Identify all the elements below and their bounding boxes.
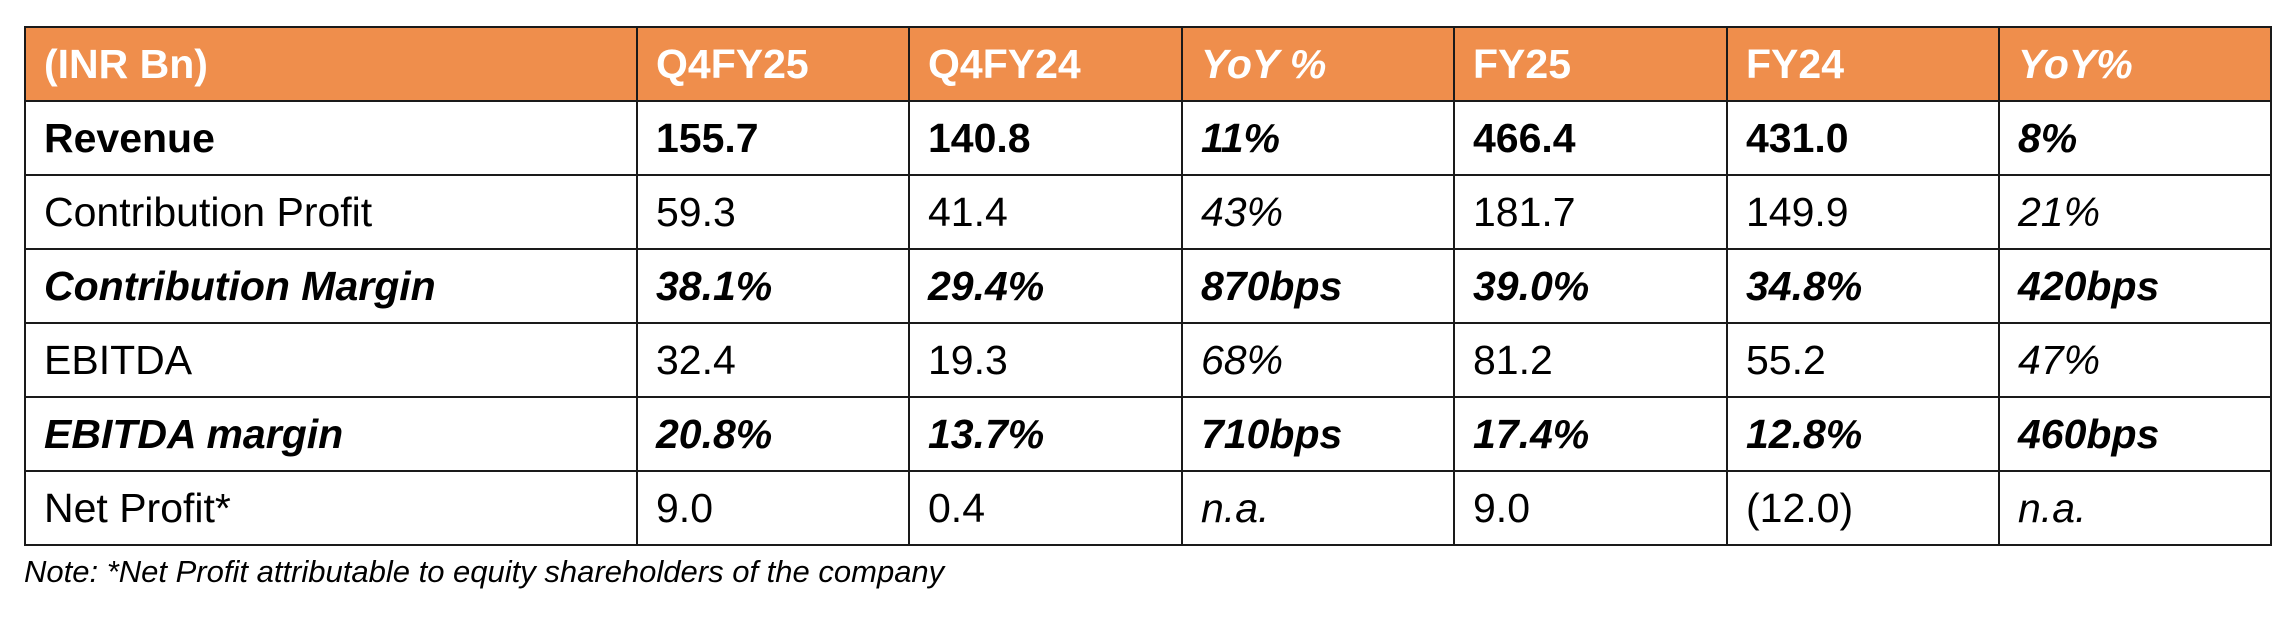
table-row-net-profit: Net Profit* 9.0 0.4 n.a. 9.0 (12.0) n.a. xyxy=(24,470,2272,546)
table-cell: 181.7 xyxy=(1453,174,1728,250)
table-cell: 420bps xyxy=(1998,248,2272,324)
header-row: (INR Bn) Q4FY25 Q4FY24 YoY % FY25 FY24 Y… xyxy=(24,26,2272,102)
table-cell: 12.8% xyxy=(1726,396,2000,472)
financial-summary: (INR Bn) Q4FY25 Q4FY24 YoY % FY25 FY24 Y… xyxy=(24,26,2272,590)
table-row-contribution-profit: Contribution Profit 59.3 41.4 43% 181.7 … xyxy=(24,174,2272,250)
table-cell: 466.4 xyxy=(1453,100,1728,176)
header-cell-yoy-quarter: YoY % xyxy=(1181,26,1455,102)
footnote: Note: *Net Profit attributable to equity… xyxy=(24,554,945,589)
table-cell: (12.0) xyxy=(1726,470,2000,546)
table-cell: 17.4% xyxy=(1453,396,1728,472)
header-cell-q4fy24: Q4FY24 xyxy=(908,26,1183,102)
table-cell: 34.8% xyxy=(1726,248,2000,324)
table-cell: 21% xyxy=(1998,174,2272,250)
header-cell-fy24: FY24 xyxy=(1726,26,2000,102)
table-cell: 870bps xyxy=(1181,248,1455,324)
table-cell: 29.4% xyxy=(908,248,1183,324)
table-cell: 68% xyxy=(1181,322,1455,398)
table-cell: 32.4 xyxy=(636,322,910,398)
table-cell: 11% xyxy=(1181,100,1455,176)
table-cell: 38.1% xyxy=(636,248,910,324)
table-cell: 47% xyxy=(1998,322,2272,398)
row-label: Revenue xyxy=(24,100,638,176)
table-cell: 81.2 xyxy=(1453,322,1728,398)
table-row-revenue: Revenue 155.7 140.8 11% 466.4 431.0 8% xyxy=(24,100,2272,176)
row-label: Net Profit* xyxy=(24,470,638,546)
header-cell-unit: (INR Bn) xyxy=(24,26,638,102)
table-cell: 710bps xyxy=(1181,396,1455,472)
row-label: EBITDA xyxy=(24,322,638,398)
header-cell-q4fy25: Q4FY25 xyxy=(636,26,910,102)
table-cell: 39.0% xyxy=(1453,248,1728,324)
table-cell: 59.3 xyxy=(636,174,910,250)
table-cell: 431.0 xyxy=(1726,100,2000,176)
table-cell: 460bps xyxy=(1998,396,2272,472)
table-row-contribution-margin: Contribution Margin 38.1% 29.4% 870bps 3… xyxy=(24,248,2272,324)
row-label: EBITDA margin xyxy=(24,396,638,472)
table-cell: 19.3 xyxy=(908,322,1183,398)
table-cell: 41.4 xyxy=(908,174,1183,250)
header-cell-fy25: FY25 xyxy=(1453,26,1728,102)
table-cell: 155.7 xyxy=(636,100,910,176)
table-cell: 149.9 xyxy=(1726,174,2000,250)
financial-table: (INR Bn) Q4FY25 Q4FY24 YoY % FY25 FY24 Y… xyxy=(24,26,2272,546)
table-row-ebitda: EBITDA 32.4 19.3 68% 81.2 55.2 47% xyxy=(24,322,2272,398)
table-cell: 13.7% xyxy=(908,396,1183,472)
table-cell: 55.2 xyxy=(1726,322,2000,398)
table-cell: 140.8 xyxy=(908,100,1183,176)
table-row-ebitda-margin: EBITDA margin 20.8% 13.7% 710bps 17.4% 1… xyxy=(24,396,2272,472)
table-cell: 9.0 xyxy=(636,470,910,546)
row-label: Contribution Margin xyxy=(24,248,638,324)
table-cell: 0.4 xyxy=(908,470,1183,546)
row-label: Contribution Profit xyxy=(24,174,638,250)
table-cell: 9.0 xyxy=(1453,470,1728,546)
table-cell: 20.8% xyxy=(636,396,910,472)
table-cell: n.a. xyxy=(1181,470,1455,546)
table-cell: n.a. xyxy=(1998,470,2272,546)
header-cell-yoy-year: YoY% xyxy=(1998,26,2272,102)
table-cell: 43% xyxy=(1181,174,1455,250)
table-cell: 8% xyxy=(1998,100,2272,176)
